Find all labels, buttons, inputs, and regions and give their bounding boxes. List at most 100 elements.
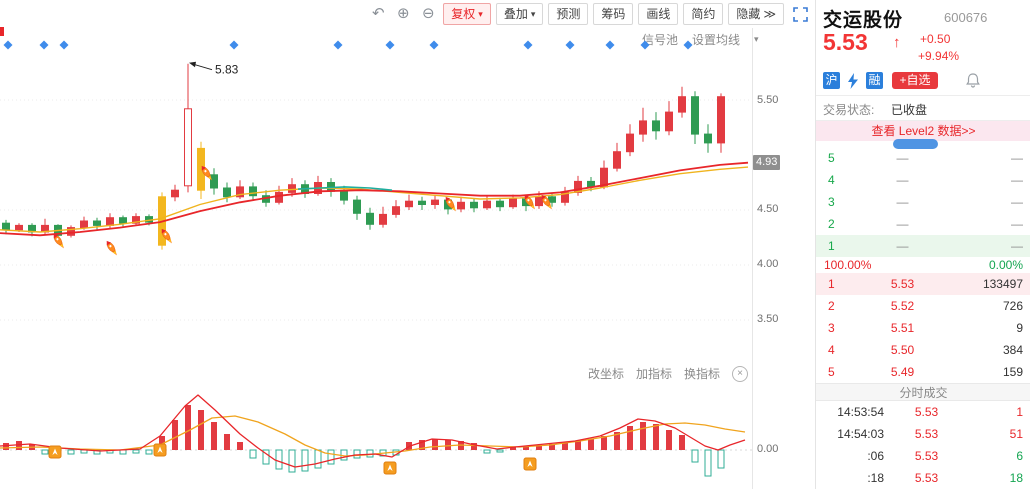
clipped-text-fragment [0, 27, 4, 36]
buy-price: 5.50 [890, 343, 915, 357]
sell-volume: — [1011, 151, 1023, 165]
alert-bell-icon[interactable] [966, 73, 980, 91]
simple-mode-label: 简约 [691, 7, 716, 21]
lightning-icon [847, 73, 859, 92]
stock-price: 5.53 [823, 29, 868, 55]
switch-indicator-label[interactable]: 换指标 [683, 367, 720, 381]
main-chart-svg[interactable]: 5.83 [0, 28, 752, 374]
forecast-button[interactable]: 预测 [548, 3, 589, 25]
price-change-percent: +9.94% [918, 49, 960, 63]
zoom-out-icon[interactable]: ⊖ [421, 5, 435, 22]
buy-row[interactable]: 1 5.53 133497 [816, 273, 1030, 295]
sell-price: — [896, 217, 909, 231]
axis-tick-label: 4.50 [757, 203, 779, 215]
level2-link[interactable]: 查看 Level2 数据>> [816, 121, 1030, 141]
axis-tick-label: 4.00 [757, 258, 779, 270]
axis-tick-label: 3.50 [757, 313, 779, 325]
tick-row: :18 5.53 18 [816, 467, 1030, 489]
buy-row[interactable]: 2 5.52 726 [816, 295, 1030, 317]
axis-tick-label: 5.50 [757, 94, 779, 106]
buy-price: 5.49 [890, 365, 915, 379]
close-icon[interactable]: × [732, 365, 748, 382]
stock-panel: 交运股份 600676 5.53 ↑ +0.50 +9.94% 沪 融 +自选 … [815, 0, 1030, 489]
tick-row: 14:53:54 5.53 1 [816, 401, 1030, 423]
sell-row[interactable]: 5 — — [816, 147, 1030, 169]
double-chevron-icon: ≫ [763, 7, 776, 21]
sell-row[interactable]: 1 — — [816, 235, 1030, 257]
tick-row: :06 5.53 6 [816, 445, 1030, 467]
tick-price: 5.53 [914, 427, 939, 441]
chips-button[interactable]: 筹码 [593, 3, 634, 25]
undo-icon[interactable]: ↶ [371, 5, 385, 22]
tick-time: 14:53:54 [837, 405, 884, 419]
hide-button[interactable]: 隐藏 ≫ [728, 3, 784, 25]
buy-row[interactable]: 5 5.49 159 [816, 361, 1030, 383]
fullscreen-icon[interactable] [793, 6, 808, 22]
sell-level: 4 [828, 173, 835, 187]
sell-level: 5 [828, 151, 835, 165]
hide-label: 隐藏 [736, 7, 761, 21]
buy-level: 2 [828, 299, 835, 313]
buy-row[interactable]: 3 5.51 9 [816, 317, 1030, 339]
zoom-in-icon[interactable]: ⊕ [396, 5, 410, 22]
buy-price: 5.53 [890, 277, 915, 291]
sell-row[interactable]: 4 — — [816, 169, 1030, 191]
chevron-down-icon: ▾ [530, 9, 536, 19]
tick-time: :18 [867, 471, 884, 485]
change-axis-label[interactable]: 改坐标 [587, 367, 624, 381]
price-change: +0.50 [920, 32, 951, 46]
tick-time: :06 [867, 449, 884, 463]
price-up-arrow-icon: ↑ [893, 34, 901, 51]
svg-text:5.83: 5.83 [215, 63, 239, 77]
ma-settings-label[interactable]: 设置均线 [692, 33, 741, 47]
sub-axis-zero-label: 0.00 [757, 443, 779, 455]
buy-price: 5.52 [890, 299, 915, 313]
buy-level: 5 [828, 365, 835, 379]
buy-level: 4 [828, 343, 835, 357]
buy-volume: 384 [1002, 343, 1023, 357]
simple-mode-button[interactable]: 简约 [683, 3, 724, 25]
sell-volume: — [1011, 195, 1023, 209]
draw-line-label: 画线 [646, 7, 671, 21]
stock-code: 600676 [944, 10, 988, 25]
bid-ask-ratio: 100.00% 0.00% [816, 257, 1030, 273]
draw-line-button[interactable]: 画线 [638, 3, 679, 25]
chart-toolbar: ↶ ⊕ ⊖ 复权 ▾ 叠加 ▾ 预测 筹码 画线 简约 隐藏 ≫ [0, 3, 808, 25]
scroll-thumb[interactable] [893, 139, 938, 149]
tick-volume: 6 [1016, 449, 1023, 463]
overlay-button[interactable]: 叠加 ▾ [495, 3, 544, 25]
sell-volume: — [1011, 173, 1023, 187]
chart-overlay-tools: 信号池 设置均线 ▾ [642, 31, 759, 48]
buy-volume: 159 [1002, 365, 1023, 379]
sell-price: — [896, 173, 909, 187]
tick-price: 5.53 [914, 449, 939, 463]
sell-ratio: 0.00% [988, 258, 1023, 272]
subchart-tools: 改坐标 加指标 换指标 × [0, 365, 748, 382]
forecast-label: 预测 [556, 7, 581, 21]
buy-volume: 726 [1002, 299, 1023, 313]
sub-chart-svg[interactable] [0, 382, 752, 489]
add-watchlist-button[interactable]: +自选 [892, 72, 938, 89]
sell-price: — [896, 195, 909, 209]
tick-trades-header: 分时成交 [816, 383, 1030, 401]
tick-time: 14:54:03 [837, 427, 884, 441]
buy-row[interactable]: 4 5.50 384 [816, 339, 1030, 361]
buy-price: 5.51 [890, 321, 915, 335]
add-indicator-label[interactable]: 加指标 [635, 367, 672, 381]
adjust-price-button[interactable]: 复权 ▾ [443, 3, 491, 25]
price-axis-line [752, 28, 753, 489]
adjust-price-label: 复权 [451, 7, 476, 21]
sell-price: — [896, 151, 909, 165]
sell-row[interactable]: 3 — — [816, 191, 1030, 213]
trade-status-label: 交易状态: [823, 103, 875, 117]
chevron-down-icon[interactable]: ▾ [754, 34, 759, 44]
sell-volume: — [1011, 239, 1023, 253]
tick-price: 5.53 [914, 471, 939, 485]
sell-row[interactable]: 2 — — [816, 213, 1030, 235]
margin-trading-badge: 融 [866, 72, 883, 89]
divider [816, 95, 1030, 96]
signal-pool-label[interactable]: 信号池 [642, 33, 679, 47]
sell-level: 2 [828, 217, 835, 231]
sell-volume: — [1011, 217, 1023, 231]
